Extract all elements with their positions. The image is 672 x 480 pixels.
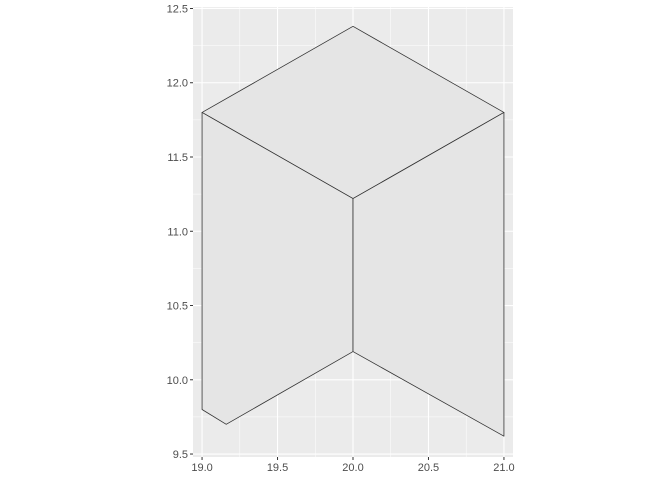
polygons	[201, 25, 505, 437]
x-tick-label: 20.5	[418, 462, 439, 474]
y-tick-label: 11.5	[167, 152, 188, 164]
y-tick-label: 12.5	[167, 3, 188, 15]
y-tick-label: 10.5	[167, 301, 188, 313]
x-tick-label: 21.0	[493, 462, 514, 474]
x-tick-label: 19.5	[267, 462, 288, 474]
y-tick-label: 12.0	[167, 78, 188, 90]
y-tick-label: 11.0	[167, 226, 188, 238]
polygon-left-face	[201, 112, 354, 425]
x-tick-label: 19.0	[191, 462, 212, 474]
polygon-right-face	[352, 112, 505, 437]
y-axis: 9.5 10.0 10.5 11.0 11.5 12.0 12.5	[167, 3, 193, 461]
x-axis: 19.0 19.5 20.0 20.5 21.0	[191, 457, 515, 474]
y-tick-label: 10.0	[167, 375, 188, 387]
x-tick-label: 20.0	[342, 462, 363, 474]
y-tick-label: 9.5	[173, 449, 188, 461]
